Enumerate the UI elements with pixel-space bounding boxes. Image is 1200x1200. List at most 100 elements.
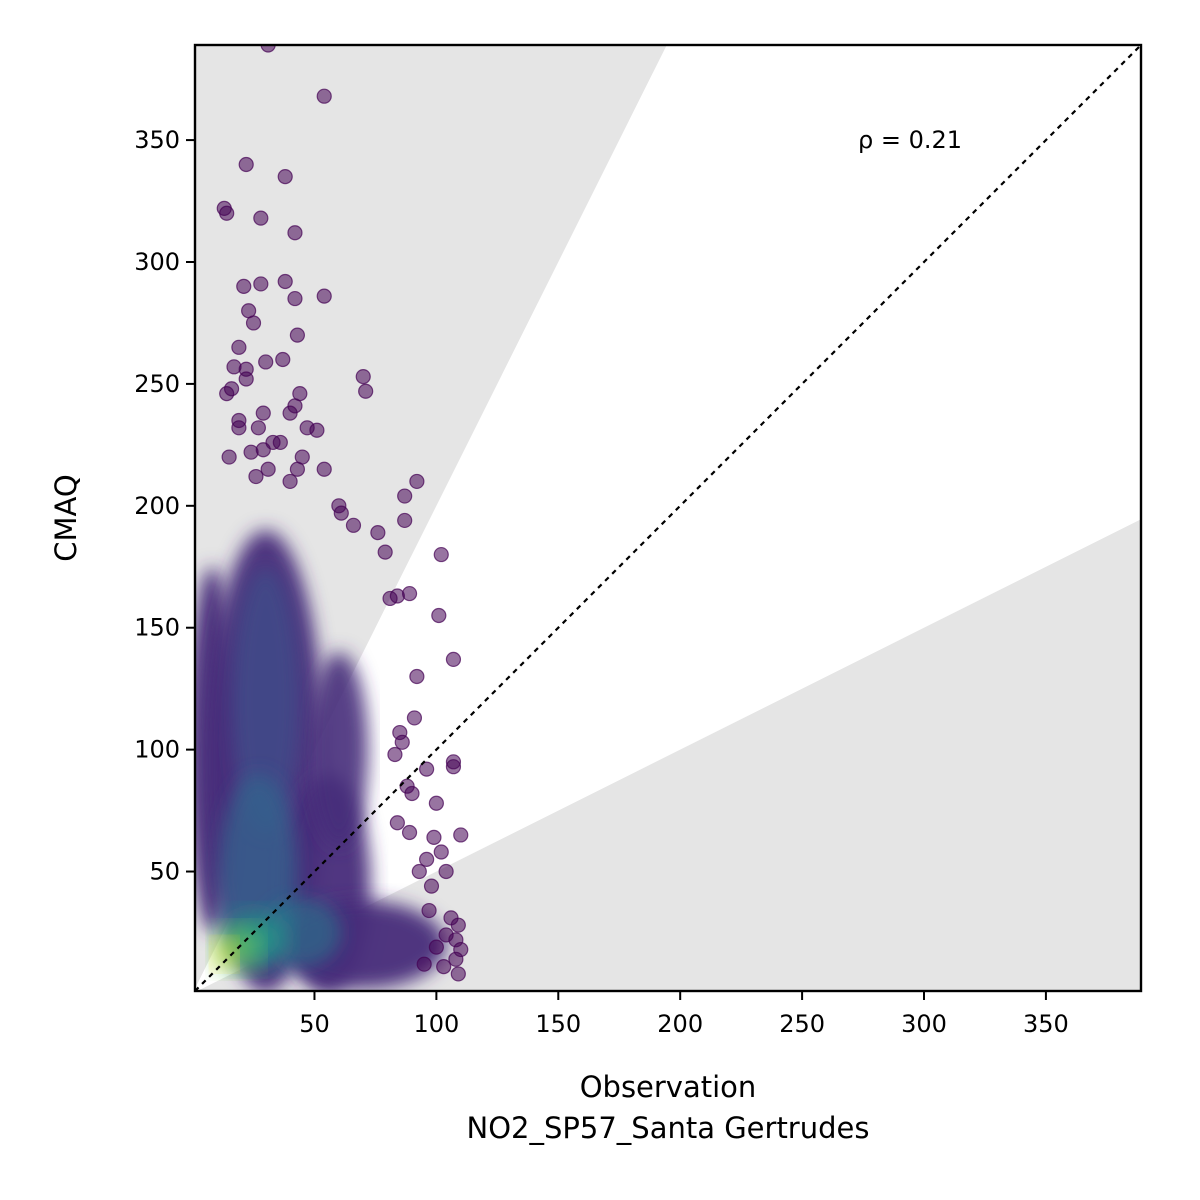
scatter-point <box>431 607 447 624</box>
scatter-point <box>397 512 413 529</box>
x-tick-label: 350 <box>1023 1010 1069 1038</box>
scatter-point <box>436 959 452 975</box>
scatter-point <box>223 381 240 397</box>
scatter-point <box>438 863 454 880</box>
density-blob <box>263 898 342 967</box>
x-tick-label: 200 <box>657 1010 703 1038</box>
scatter-point <box>255 405 271 421</box>
x-tick-label: 150 <box>535 1010 581 1038</box>
scatter-point <box>309 422 325 438</box>
scatter-point <box>245 315 262 331</box>
y-tick-label: 300 <box>134 248 180 276</box>
scatter-point <box>287 225 303 241</box>
scatter-point <box>243 444 259 460</box>
scatter-point <box>333 505 349 521</box>
scatter-point <box>389 815 405 831</box>
y-tick-label: 350 <box>134 126 180 154</box>
scatter-point <box>345 517 362 533</box>
scatter-point <box>421 902 437 919</box>
scatter-point <box>387 746 403 763</box>
scatter-point <box>406 710 423 726</box>
scatter-point <box>423 878 440 894</box>
y-tick-label: 50 <box>149 858 180 886</box>
scatter-point <box>450 917 466 933</box>
scatter-point <box>419 851 435 867</box>
scatter-point <box>282 405 298 421</box>
scatter-point <box>275 351 291 368</box>
y-tick-label: 100 <box>134 736 180 764</box>
scatter-point <box>250 420 266 436</box>
scatter-point <box>255 442 271 458</box>
scatter-point <box>355 368 371 385</box>
x-tick-label: 300 <box>901 1010 947 1038</box>
scatter-point <box>316 88 332 104</box>
scatter-point <box>453 827 469 843</box>
scatter-point <box>450 966 466 982</box>
scatter-point <box>253 276 269 292</box>
x-axis-label-station: NO2_SP57_Santa Gertrudes <box>467 1111 870 1145</box>
scatter-point <box>277 169 293 185</box>
scatter-point <box>409 473 425 490</box>
scatter-point <box>316 288 332 304</box>
scatter-point <box>433 844 449 860</box>
correlation-annotation: ρ = 0.21 <box>858 126 962 154</box>
scatter-point <box>287 290 303 307</box>
scatter-point <box>401 824 418 841</box>
density-blob <box>309 652 369 848</box>
scatter-points <box>216 45 469 982</box>
scatter-point <box>236 278 252 294</box>
scatter-point <box>377 544 393 560</box>
scatter-point <box>445 754 462 770</box>
scatter-point <box>231 339 247 355</box>
density-blob <box>231 566 300 835</box>
scatter-point <box>238 371 254 387</box>
scatter-point <box>219 205 235 221</box>
scatter-point <box>433 546 449 563</box>
x-tick-label: 250 <box>779 1010 825 1038</box>
scatter-point <box>401 585 418 602</box>
scatter-point <box>409 668 425 685</box>
scatter-point <box>238 156 254 173</box>
scatter-point <box>260 461 276 477</box>
y-tick-label: 200 <box>134 492 180 520</box>
factor-of-two-shading <box>195 45 1141 991</box>
scatter-point <box>258 354 274 370</box>
scatter-point <box>428 939 444 955</box>
upper-shade-region <box>195 45 667 989</box>
density-cloud <box>195 530 447 991</box>
density-core <box>214 942 235 967</box>
scatter-point <box>382 590 398 607</box>
scatter-point <box>404 785 420 802</box>
scatter-point <box>260 45 276 53</box>
scatter-point <box>370 525 386 541</box>
y-axis-label: CMAQ <box>49 474 83 561</box>
scatter-point <box>358 383 374 399</box>
y-axis-ticks: 50 100 150 200 250 300 350 <box>134 126 195 886</box>
scatter-point <box>248 468 264 485</box>
scatter-point <box>416 956 432 972</box>
scatter-point <box>282 473 298 490</box>
x-tick-label: 100 <box>413 1010 459 1038</box>
scatter-point <box>231 420 247 436</box>
scatter-point <box>445 651 462 668</box>
scatter-point <box>289 461 306 477</box>
identity-line <box>195 45 1141 991</box>
scatter-point <box>394 734 410 750</box>
scatter-point <box>411 863 427 880</box>
scatter-point <box>226 359 242 375</box>
scatter-point <box>289 327 306 343</box>
scatter-point <box>419 761 435 777</box>
scatter-point <box>221 449 237 465</box>
scatter-point <box>428 795 444 811</box>
scatter-point <box>272 434 288 451</box>
y-tick-label: 250 <box>134 370 180 398</box>
scatter-point <box>316 461 332 477</box>
y-tick-label: 150 <box>134 614 180 642</box>
scatter-point <box>448 951 464 967</box>
scatter-point <box>426 829 442 845</box>
lower-shade-region <box>195 519 1141 991</box>
scatter-point <box>277 273 293 290</box>
scatter-point <box>253 210 269 226</box>
x-tick-label: 50 <box>299 1010 330 1038</box>
